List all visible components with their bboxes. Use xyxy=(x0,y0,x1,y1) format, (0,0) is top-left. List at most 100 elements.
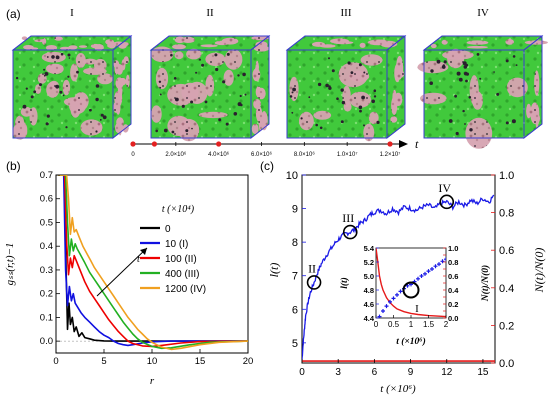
time-axis: t 0 2.0×10⁶ 4.0×10⁶ 6.0×10⁶ 8.0×10⁶ 1.0×10⁷ 1.2… xyxy=(130,137,419,158)
pink-domain xyxy=(255,106,263,122)
time-axis-arrowhead xyxy=(399,140,408,148)
dark-particle xyxy=(59,90,63,94)
pink-domain xyxy=(338,62,369,88)
dark-particle xyxy=(22,104,27,109)
dark-particle xyxy=(505,121,509,125)
pink-domain xyxy=(260,111,268,131)
pink-domain xyxy=(125,74,130,88)
time-tick-label: 4.0×10⁶ xyxy=(208,151,230,158)
pink-domain xyxy=(506,77,528,98)
dark-particle xyxy=(515,64,518,66)
dark-particle xyxy=(448,119,453,123)
dark-particle xyxy=(441,65,446,69)
pink-domain xyxy=(20,106,33,117)
dark-particle xyxy=(336,97,339,100)
dark-particle xyxy=(300,117,303,120)
pink-domain xyxy=(394,92,403,106)
pink-domain xyxy=(181,36,195,44)
inset-point xyxy=(423,271,427,276)
dark-particle xyxy=(376,120,380,124)
dark-particle xyxy=(340,120,344,124)
inset-marker-circle xyxy=(402,281,420,299)
panel-b-series-4 xyxy=(57,175,248,351)
pink-domain xyxy=(186,81,208,104)
dark-particle xyxy=(55,84,60,89)
pink-domain xyxy=(62,79,71,96)
pink-domain xyxy=(114,61,119,75)
pink-domain xyxy=(319,44,336,48)
inset-point xyxy=(381,309,385,313)
inset-ytick-right-label: 0.6 xyxy=(448,272,458,281)
pink-domain xyxy=(313,110,332,120)
pink-domain xyxy=(78,45,88,48)
panel-c-inset: 0 0.5 1 1.5 2 4.4 4.6 4.8 5.0 5.2 5.4 0.0 0.2 0.4 0.6 0… xyxy=(339,244,491,347)
panel-b-ytick-label: 0.0 xyxy=(40,336,53,347)
inset-xtick-label: 0 xyxy=(374,320,379,329)
dark-particle xyxy=(371,99,376,104)
cube-label-I: I xyxy=(70,7,74,19)
inset-ytick-left-label: 4.4 xyxy=(364,314,375,323)
inset-point xyxy=(388,299,392,304)
pink-domain xyxy=(299,111,314,131)
pink-domain xyxy=(251,123,259,135)
dark-particle xyxy=(361,95,365,100)
pink-domain xyxy=(469,75,479,105)
cube-3: III xyxy=(285,7,407,142)
panel-c-xtick-label: 0 xyxy=(299,367,305,378)
inset-ytick-left-label: 5.4 xyxy=(364,244,375,253)
dark-particle xyxy=(328,86,332,90)
dark-particle xyxy=(443,60,447,64)
inset-point xyxy=(437,262,441,267)
dark-particle xyxy=(465,79,468,83)
pink-domain xyxy=(29,107,38,126)
panel-c-ytick-right-label: 1.0 xyxy=(499,170,514,182)
cube-snapshots: I II III IV xyxy=(11,7,548,149)
dark-particle xyxy=(436,59,441,64)
pink-domain xyxy=(430,43,437,49)
panel-b-ytick-label: 0.1 xyxy=(40,312,53,323)
dark-particle xyxy=(46,114,50,118)
dark-particle xyxy=(95,97,99,102)
cube-2: II xyxy=(149,7,271,142)
inset-ytick-left-label: 4.6 xyxy=(364,300,374,309)
dark-particle xyxy=(225,122,229,126)
dark-particle xyxy=(317,82,322,87)
pink-domain xyxy=(116,117,124,128)
inset-point xyxy=(419,274,424,278)
dark-particle xyxy=(45,122,49,126)
pink-domain xyxy=(420,92,447,105)
pink-domain xyxy=(113,41,125,46)
panel-b-label: (b) xyxy=(6,159,21,173)
pink-domain xyxy=(223,69,234,86)
pink-domain xyxy=(69,97,86,115)
cube-edge xyxy=(112,35,132,139)
pink-domain xyxy=(214,40,230,46)
panel-c-xtick-label: 15 xyxy=(477,367,489,378)
dark-particle xyxy=(30,95,34,99)
dark-particle xyxy=(214,53,218,57)
inset-point xyxy=(426,269,431,274)
dark-particle xyxy=(99,119,102,121)
dark-particle xyxy=(479,77,482,80)
panel-c-marker-circle xyxy=(306,275,322,290)
pink-domain xyxy=(172,44,186,50)
pink-domain xyxy=(155,67,169,90)
time-arrow-label: t xyxy=(137,254,140,265)
dark-particle xyxy=(358,63,362,67)
panel-c-ylabel-left: l(t) xyxy=(267,263,281,278)
legend-entry: 10 (I) xyxy=(165,239,188,250)
pink-domain xyxy=(368,111,379,125)
dark-particle xyxy=(291,111,294,114)
pink-domain xyxy=(505,39,514,45)
inset-point xyxy=(444,257,446,262)
panel-c-marker-label: IV xyxy=(438,181,451,195)
dark-particle xyxy=(204,100,208,104)
inset-ylabel-right: N(t)/N(0) xyxy=(480,265,491,302)
panel-b-legend: t (×10⁴) 0 10 (I) 100 (II) 400 (III) 1200 (IV… xyxy=(140,204,206,295)
legend-entry: 400 (III) xyxy=(165,269,199,280)
dark-particle xyxy=(496,92,500,96)
dark-particle xyxy=(454,94,457,98)
pink-domain xyxy=(174,36,186,44)
panel-c-label: (c) xyxy=(260,159,274,173)
pink-domain xyxy=(83,58,97,65)
